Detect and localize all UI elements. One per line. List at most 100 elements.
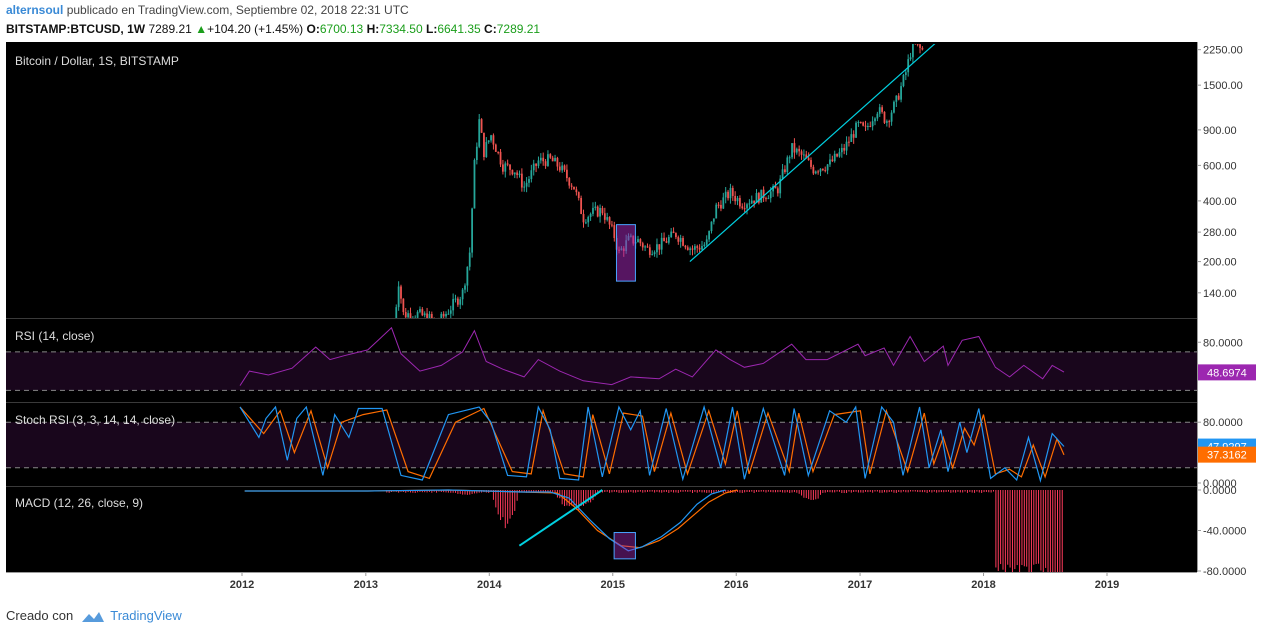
candle-body (703, 244, 706, 247)
candle-body (812, 166, 815, 174)
candle-body (909, 57, 912, 60)
candle-body (485, 142, 488, 157)
candle-body (717, 204, 720, 206)
candle-body (582, 213, 585, 223)
candle-body (558, 166, 561, 171)
candle-body (762, 189, 765, 199)
candle-body (575, 189, 578, 193)
candle-body (464, 285, 466, 290)
candle-body (423, 313, 426, 316)
price-axis-label: 900.00 (1203, 125, 1237, 137)
candle-body (826, 164, 829, 171)
candle-body (608, 217, 611, 225)
candle-body (857, 122, 860, 124)
candle-body (442, 313, 445, 317)
candle-body (904, 72, 907, 75)
candle-body (824, 170, 827, 172)
author-link[interactable]: alternsoul (6, 3, 64, 17)
candle-body (402, 298, 405, 313)
candle-body (395, 307, 398, 318)
time-axis-label: 2017 (848, 579, 872, 591)
candle-body (739, 198, 741, 207)
candle-body (907, 59, 910, 73)
candle-body (506, 163, 509, 165)
candle-body (696, 246, 699, 248)
candle-body (843, 147, 846, 151)
candle-body (525, 182, 528, 187)
candle-body (544, 161, 547, 166)
plot-background (6, 42, 1197, 572)
candle-body (577, 192, 580, 198)
candle-body (502, 164, 504, 172)
rsi-band-fill (6, 351, 1197, 391)
candle-body (916, 44, 919, 45)
candle-body (781, 169, 784, 179)
candle-body (708, 231, 711, 240)
candle-body (755, 193, 758, 203)
candle-body (682, 237, 684, 246)
candle-body (644, 246, 647, 248)
candle-body (456, 298, 459, 305)
candle-body (653, 252, 656, 255)
candle-body (821, 168, 824, 171)
candle-body (807, 158, 810, 161)
candle-body (897, 95, 900, 100)
candle-body (893, 101, 895, 113)
candle-body (729, 187, 732, 199)
candle-body (819, 168, 822, 172)
candle-body (404, 312, 407, 318)
high-label: H: (366, 22, 380, 36)
price-pane-title: Bitcoin / Dollar, 1S, BITSTAMP (15, 54, 179, 68)
candle-body (701, 246, 703, 250)
candle-body (862, 122, 865, 126)
candle-body (603, 213, 606, 220)
candle-body (542, 157, 545, 162)
candle-body (852, 134, 855, 138)
time-axis-label: 2015 (601, 579, 625, 591)
rsi-axis-label: 80.0000 (1203, 337, 1243, 349)
macd-histogram (386, 490, 1063, 572)
candle-body (613, 225, 616, 239)
candle-body (765, 198, 767, 200)
candle-body (528, 179, 530, 183)
candle-body (473, 160, 476, 209)
candle-body (767, 198, 770, 200)
rsi-pane[interactable]: 80.0000 48.6974 (6, 326, 1256, 391)
price-annotation-box (615, 224, 636, 282)
candle-body (573, 186, 575, 190)
candle-body (656, 244, 658, 253)
candle-body (430, 313, 433, 318)
candle-body (836, 153, 838, 157)
candle-body (509, 164, 511, 170)
macd-trendline (518, 489, 603, 547)
candle-body (757, 193, 760, 203)
time-axis[interactable]: 2012 2013 2014 2015 2016 2017 2018 2019 (6, 42, 1198, 591)
stoch-pane-title: Stoch RSI (3, 3, 14, 14, close) (15, 413, 175, 427)
candle-body (547, 154, 549, 166)
open-label: O: (306, 22, 320, 36)
published-text: publicado en TradingView.com, Septiembre… (66, 3, 409, 17)
candle-body (599, 207, 601, 217)
macd-pane[interactable]: 0.0000 -40.0000 -80.0000 (244, 485, 1247, 578)
candle-body (805, 154, 808, 159)
candle-body (693, 246, 696, 250)
candle-body (698, 247, 701, 250)
candle-body (641, 243, 644, 248)
candle-body (580, 197, 583, 214)
candle-body (407, 313, 410, 318)
candle-body (535, 163, 537, 166)
candle-body (518, 173, 521, 176)
trading-chart[interactable]: 2250.00 1500.00 900.00 600.00 400.00 280.00 20… (6, 42, 1262, 598)
candle-body (788, 157, 791, 159)
candle-body (776, 188, 779, 194)
candle-body (416, 311, 419, 318)
price-pane[interactable]: 2250.00 1500.00 900.00 600.00 400.00 280.00 20… (393, 42, 1243, 330)
candle-body (587, 216, 590, 223)
candle-body (596, 206, 599, 217)
candle-body (589, 213, 592, 217)
candle-body (874, 118, 876, 122)
tradingview-link[interactable]: TradingView (110, 608, 182, 623)
candle-body (677, 237, 680, 242)
candle-body (551, 157, 554, 162)
